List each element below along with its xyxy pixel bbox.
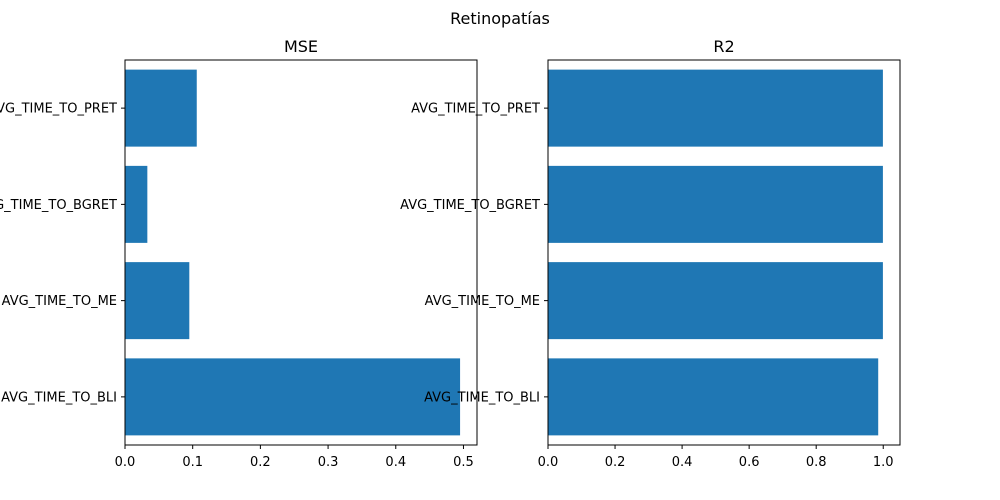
mse-bar-4 — [125, 358, 461, 436]
mse-xtick-label: 0.2 — [250, 455, 271, 470]
mse-xtick-label: 0.0 — [115, 455, 136, 470]
mse-xtick-label: 0.5 — [453, 455, 474, 470]
r2-xtick-label: 0.4 — [672, 455, 693, 470]
r2-xtick-label: 1.0 — [873, 455, 894, 470]
r2-panel: R2 AVG_TIME_TO_PRET AVG_TIME_TO_BGRET AVG_T… — [400, 37, 901, 470]
r2-xtick-label: 0.8 — [806, 455, 827, 470]
r2-xtick-label: 0.0 — [538, 455, 559, 470]
r2-bar-4 — [548, 358, 879, 436]
mse-xtick-label: 0.1 — [182, 455, 203, 470]
mse-title: MSE — [284, 37, 318, 56]
r2-bar-3 — [548, 262, 883, 340]
r2-title: R2 — [713, 37, 734, 56]
mse-bar-1 — [125, 69, 197, 147]
mse-bar-2 — [125, 165, 148, 243]
mse-bar-3 — [125, 262, 190, 340]
mse-ytick-label: AVG_TIME_TO_ME — [2, 294, 117, 309]
r2-xtick-label: 0.2 — [605, 455, 626, 470]
mse-ytick-label: AVG_TIME_TO_PRET — [0, 102, 117, 117]
figure-title: Retinopatías — [450, 9, 550, 28]
r2-bar-1 — [548, 69, 883, 147]
mse-xtick-label: 0.3 — [318, 455, 339, 470]
mse-panel: MSE AVG_TIME_TO_PRET AVG_TIME_TO_BGRET AVG_… — [0, 37, 478, 470]
mse-ytick-label: AVG_TIME_TO_BLI — [1, 390, 117, 405]
mse-ytick-label: AVG_TIME_TO_BGRET — [0, 198, 117, 213]
mse-axes-frame — [124, 59, 478, 446]
r2-ytick-label: AVG_TIME_TO_BLI — [424, 390, 540, 405]
mse-xtick-label: 0.4 — [385, 455, 406, 470]
r2-bar-2 — [548, 165, 883, 243]
r2-ytick-label: AVG_TIME_TO_PRET — [411, 102, 540, 117]
r2-ytick-label: AVG_TIME_TO_BGRET — [400, 198, 540, 213]
r2-ytick-label: AVG_TIME_TO_ME — [425, 294, 540, 309]
r2-axes-frame — [547, 59, 901, 446]
r2-xtick-label: 0.6 — [739, 455, 760, 470]
